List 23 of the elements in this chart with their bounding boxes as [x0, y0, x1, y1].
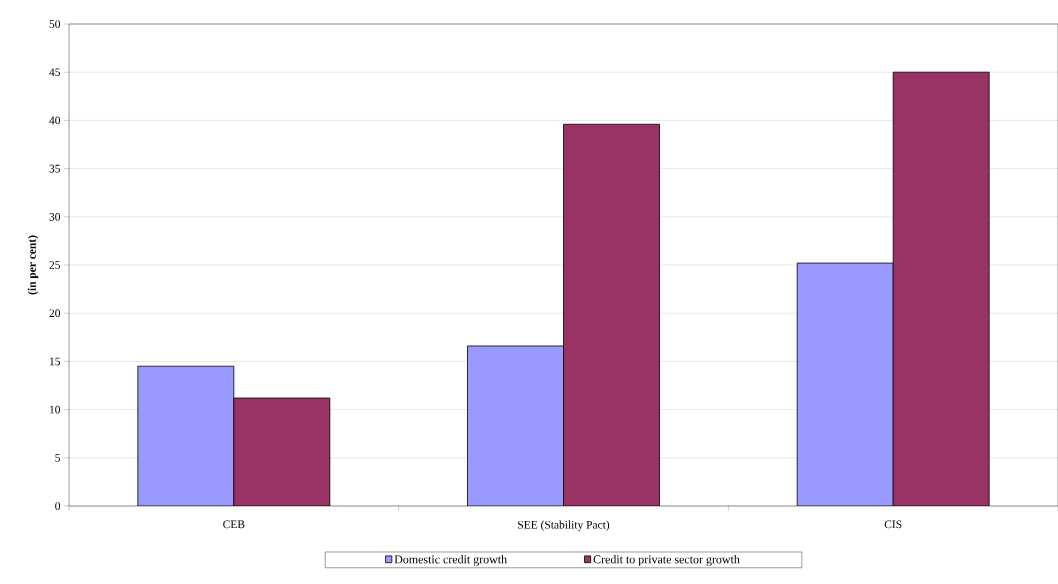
legend-label: Credit to private sector growth [593, 554, 740, 566]
y-tick-label: 20 [49, 309, 61, 318]
bar [892, 71, 990, 506]
bar [467, 345, 564, 506]
x-tick-label: CEB [223, 520, 245, 529]
legend-label: Domestic credit growth [394, 554, 507, 566]
x-tick-label: CIS [884, 520, 902, 529]
bar [233, 397, 331, 506]
y-tick-label: 15 [50, 357, 61, 366]
y-tick-label: 50 [49, 20, 61, 28]
y-tick-label: 25 [49, 261, 61, 269]
y-tick-label: 5 [55, 454, 61, 462]
y-tick-label: 45 [49, 68, 61, 77]
bar [137, 365, 235, 506]
y-tick-label: 10 [50, 405, 61, 414]
bar [796, 262, 894, 506]
y-tick-label: 40 [49, 116, 61, 125]
y-axis-title: (in per cent) [27, 235, 39, 295]
x-tick-label: SEE (Stability Pact) [518, 520, 610, 531]
y-tick-label: 35 [49, 164, 61, 173]
y-tick-label: 0 [55, 502, 61, 510]
y-tick-label: 30 [49, 212, 61, 221]
bar [563, 123, 660, 506]
